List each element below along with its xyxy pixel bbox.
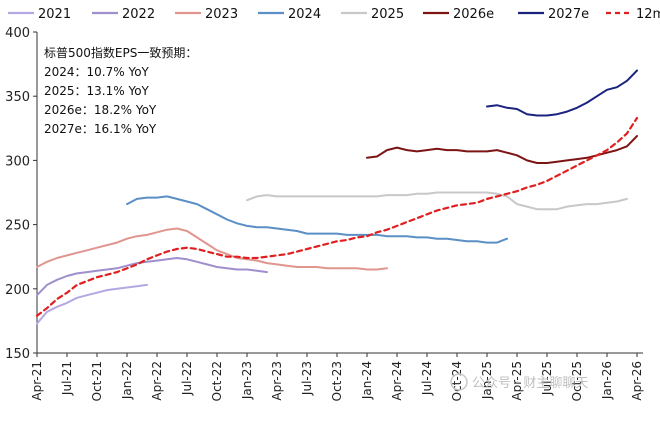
x-tick-label: Jan-22: [120, 361, 134, 400]
x-tick-label: Oct-21: [90, 361, 104, 401]
y-tick-label: 300: [5, 154, 30, 169]
x-tick-label: Jul-25: [540, 361, 554, 396]
legend-label-2022: 2022: [122, 7, 155, 22]
series-line-2025: [246, 191, 628, 211]
x-tick-label: Jan-23: [240, 361, 254, 400]
x-tick-label: Apr-21: [30, 361, 44, 401]
x-tick-label: Jul-23: [300, 361, 314, 396]
annotation-line-2024: 2024：10.7% YoY: [44, 65, 150, 79]
x-tick-label: Oct-25: [570, 361, 584, 401]
y-tick-label: 250: [5, 219, 30, 234]
legend-label-12m-fwd: 12m fwd: [636, 7, 660, 22]
x-tick-label: Jan-24: [360, 361, 374, 400]
legend-label-2025: 2025: [371, 7, 404, 22]
y-tick-label: 350: [5, 90, 30, 105]
legend-label-2026e: 2026e: [453, 7, 494, 22]
series-line-2022: [36, 257, 268, 297]
axes: 150 200 250 300 350 400 Apr-21 Jul-21 Oct-21 Jan-…: [5, 26, 644, 401]
legend-label-2027e: 2027e: [548, 7, 589, 22]
x-tick-label: Oct-22: [210, 361, 224, 401]
annotation-box: 标普500指数EPS一致预期： 2024：10.7% YoY 2025：13.1…: [44, 45, 197, 136]
series-line-12m-fwd: [35, 116, 639, 317]
series-line-2024: [126, 195, 508, 244]
legend-label-2023: 2023: [205, 7, 238, 22]
watermark-text: 公众号 · 财主聊聊天: [472, 376, 588, 391]
x-tick-label: Apr-26: [630, 361, 644, 401]
watermark-logo-icon: [450, 373, 468, 391]
x-tick-label: Jan-25: [480, 361, 494, 400]
x-tick-label: Oct-24: [450, 361, 464, 401]
x-tick-label: Jan-26: [600, 361, 614, 400]
series-line-2021: [36, 283, 148, 325]
series-line-2027e: [486, 69, 638, 117]
annotation-line-2025: 2025：13.1% YoY: [44, 84, 150, 98]
annotation-line-2026e: 2026e：18.2% YoY: [44, 103, 157, 117]
x-tick-label: Apr-22: [150, 361, 164, 401]
legend-label-2021: 2021: [38, 7, 71, 22]
legend-label-2024: 2024: [288, 7, 321, 22]
y-tick-label: 150: [5, 347, 30, 362]
series-lines: [35, 69, 639, 325]
legend: 2021 2022 2023 2024 2025 2026e 2027e 12m fwd: [8, 7, 660, 22]
series-line-2026e: [366, 135, 638, 164]
x-tick-label: Jul-24: [420, 361, 434, 396]
watermark: 公众号 · 财主聊聊天: [450, 373, 588, 391]
x-tick-label: Jul-22: [180, 361, 194, 396]
x-tick-label: Apr-25: [510, 361, 524, 401]
x-tick-label: Apr-24: [390, 361, 404, 401]
annotation-line-2027e: 2027e：16.1% YoY: [44, 122, 157, 136]
y-tick-label: 400: [5, 26, 30, 41]
x-tick-label: Oct-23: [330, 361, 344, 401]
y-tick-label: 200: [5, 283, 30, 298]
annotation-heading: 标普500指数EPS一致预期：: [44, 45, 197, 60]
x-tick-label: Apr-23: [270, 361, 284, 401]
x-tick-label: Jul-21: [60, 361, 74, 396]
series-line-2023: [36, 227, 388, 271]
